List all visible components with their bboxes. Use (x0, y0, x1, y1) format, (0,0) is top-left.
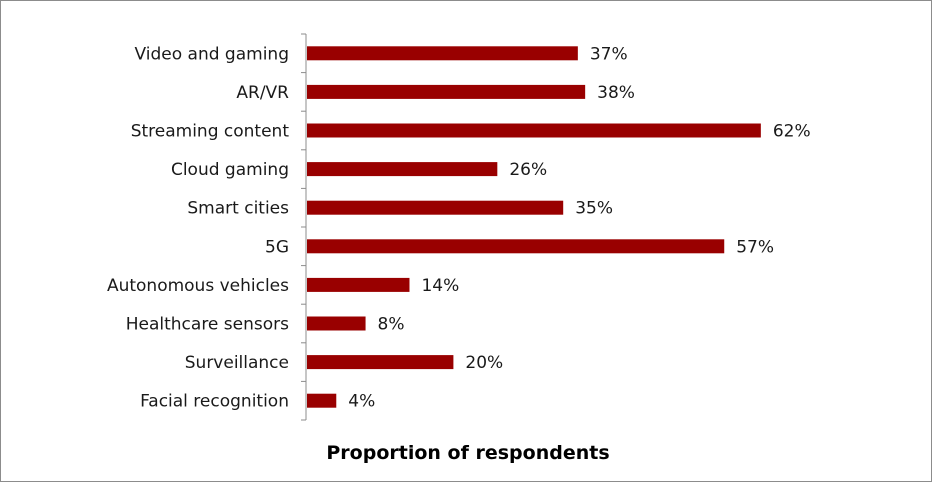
bar (307, 277, 410, 292)
bar (307, 316, 366, 331)
category-label: 5G (265, 237, 289, 257)
value-label: 62% (773, 122, 811, 142)
bar (307, 355, 454, 370)
value-label: 37% (590, 44, 628, 64)
bars (307, 46, 761, 408)
category-label: AR/VR (236, 83, 289, 103)
y-axis (301, 33, 307, 421)
category-label: Autonomous vehicles (107, 276, 289, 296)
bar (307, 393, 337, 408)
category-label: Surveillance (185, 353, 289, 373)
value-label: 8% (378, 315, 405, 335)
value-label: 35% (575, 199, 613, 219)
category-label: Video and gaming (135, 44, 289, 64)
category-label: Cloud gaming (171, 160, 289, 180)
value-label: 26% (509, 160, 547, 180)
value-label: 38% (597, 83, 635, 103)
bar (307, 239, 725, 254)
category-label: Facial recognition (140, 392, 289, 412)
value-labels: 37% 38% 62% 26% 35% 57% 14% 8% 20% 4% (348, 44, 810, 411)
bar (307, 46, 578, 61)
value-label: 14% (421, 276, 459, 296)
x-axis-label: Proportion of respondents (326, 442, 609, 464)
category-labels: Video and gaming AR/VR Streaming content Cl… (107, 44, 289, 411)
category-label: Streaming content (131, 122, 290, 142)
value-label: 20% (465, 353, 503, 373)
bar (307, 162, 498, 177)
category-label: Smart cities (187, 199, 289, 219)
value-label: 4% (348, 392, 375, 412)
bar (307, 123, 761, 138)
category-label: Healthcare sensors (126, 315, 289, 335)
bar (307, 200, 564, 215)
bar (307, 84, 586, 99)
value-label: 57% (736, 237, 774, 257)
